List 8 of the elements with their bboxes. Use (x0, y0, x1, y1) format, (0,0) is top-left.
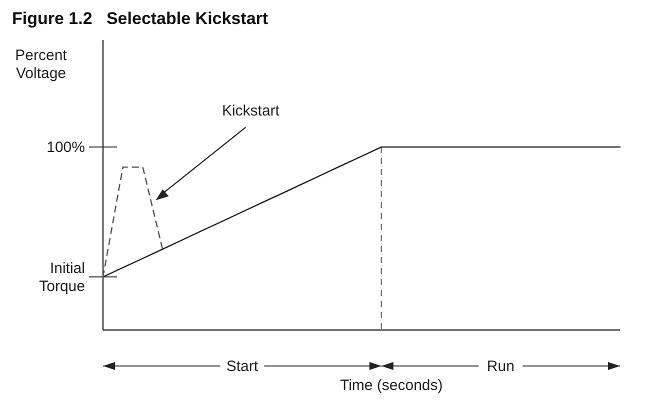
text: Start (226, 358, 259, 375)
y-axis-title: Percent Voltage (15, 47, 68, 82)
text: Initial Torque (39, 260, 85, 295)
text: 100% (46, 139, 85, 156)
text: Kickstart (222, 102, 280, 120)
chart-title: Figure 1.2 Selectable Kickstart (12, 9, 268, 28)
text: Run (486, 358, 514, 375)
x-axis-title: Time (seconds) (340, 377, 443, 394)
